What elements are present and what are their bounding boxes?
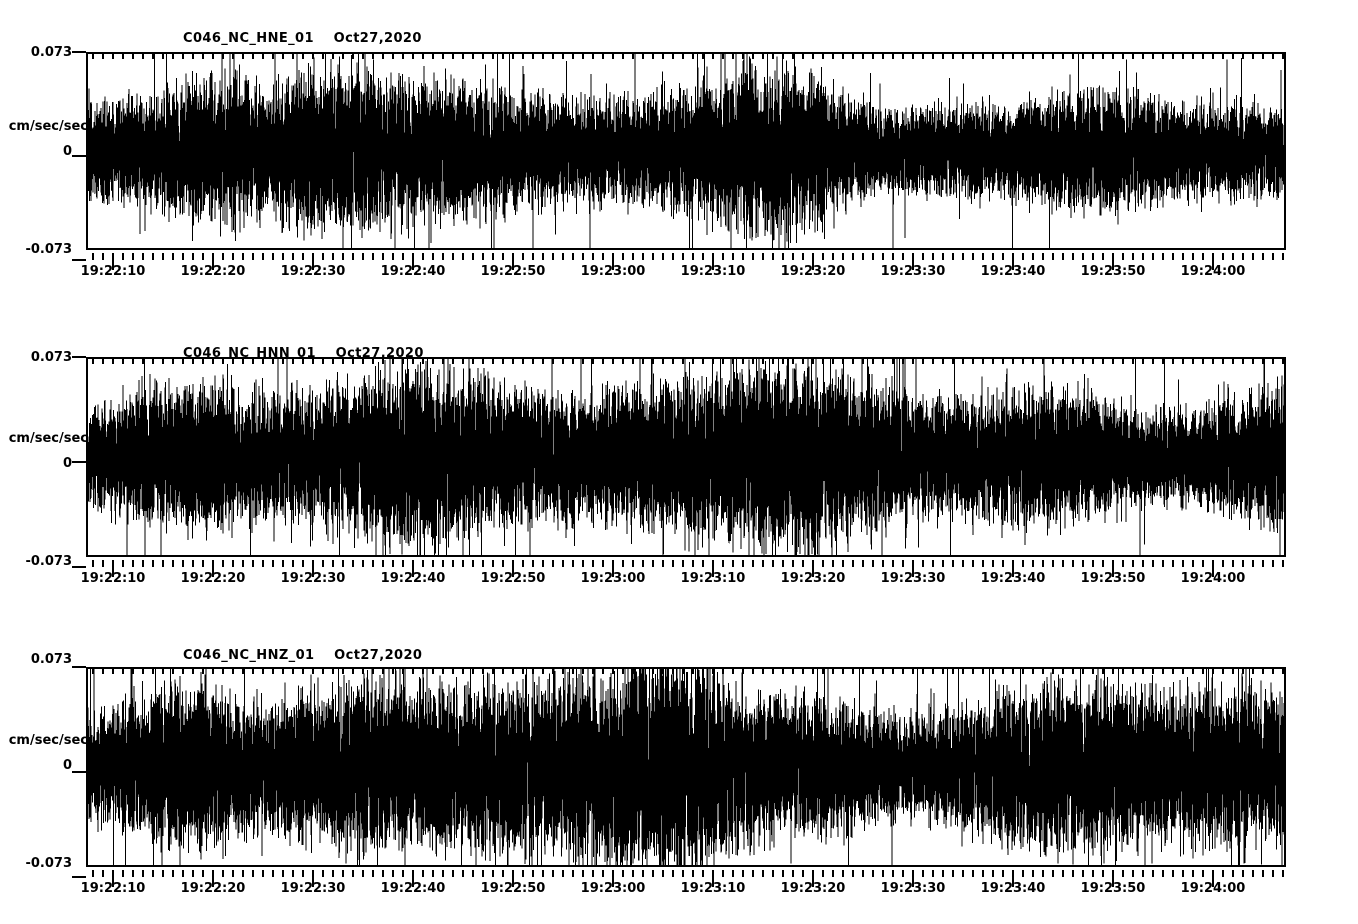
panel-title-hnz: C046_NC_HNZ_01 Oct27,2020 xyxy=(183,648,423,663)
x-axis-tick-label: 19:22:20 xyxy=(180,264,246,279)
x-axis-tick-label: 19:23:50 xyxy=(1080,264,1146,279)
x-axis-tick-label: 19:24:00 xyxy=(1180,264,1246,279)
waveform-trace-hnn xyxy=(86,357,1286,557)
x-axis-tick-label: 19:22:50 xyxy=(480,571,546,586)
x-axis-tick-label: 19:23:30 xyxy=(880,264,946,279)
y-axis-unit-label-hnn: cm/sec/sec xyxy=(8,431,88,446)
x-axis-tick-label: 19:22:40 xyxy=(380,264,446,279)
y-axis-max-label-hnz: 0.073 xyxy=(30,652,72,667)
x-axis-tick-label: 19:24:00 xyxy=(1180,571,1246,586)
x-axis-tick-label: 19:23:00 xyxy=(580,571,646,586)
waveform-trace-hne xyxy=(86,52,1286,250)
x-axis-tick-label: 19:23:00 xyxy=(580,264,646,279)
y-axis-max-label-hne: 0.073 xyxy=(30,45,72,60)
x-axis-tick-label: 19:23:50 xyxy=(1080,571,1146,586)
y-axis-zero-label-hne: 0 xyxy=(62,144,72,159)
x-axis-tick-label: 19:22:40 xyxy=(380,571,446,586)
x-axis-tick-label: 19:23:10 xyxy=(680,881,746,896)
x-axis-tick-label: 19:22:50 xyxy=(480,264,546,279)
x-axis-tick-label: 19:22:30 xyxy=(280,264,346,279)
x-axis-tick-label: 19:23:40 xyxy=(980,881,1046,896)
y-axis-max-label-hnn: 0.073 xyxy=(30,350,72,365)
x-axis-tick-label: 19:22:30 xyxy=(280,571,346,586)
y-axis-unit-label-hnz: cm/sec/sec xyxy=(8,733,88,748)
x-axis-tick-label: 19:23:10 xyxy=(680,264,746,279)
x-axis-tick-label: 19:22:20 xyxy=(180,881,246,896)
x-axis-tick-label: 19:22:40 xyxy=(380,881,446,896)
x-axis-tick-label: 19:22:10 xyxy=(80,881,146,896)
x-axis-tick-label: 19:22:10 xyxy=(80,264,146,279)
x-axis-tick-label: 19:23:20 xyxy=(780,571,846,586)
x-axis-tick-label: 19:23:00 xyxy=(580,881,646,896)
y-axis-zero-label-hnz: 0 xyxy=(62,758,72,773)
y-axis-min-label-hne: -0.073 xyxy=(25,242,72,257)
x-axis-tick-label: 19:22:50 xyxy=(480,881,546,896)
panel-hnz: C046_NC_HNZ_01 Oct27,2020 0.073 cm/sec/s… xyxy=(0,615,1358,924)
x-axis-tick-label: 19:23:30 xyxy=(880,571,946,586)
x-axis-tick-label: 19:23:20 xyxy=(780,881,846,896)
x-axis-tick-label: 19:23:40 xyxy=(980,571,1046,586)
x-axis-tick-label: 19:23:30 xyxy=(880,881,946,896)
x-axis-tick-label: 19:23:20 xyxy=(780,264,846,279)
x-axis-tick-label: 19:22:30 xyxy=(280,881,346,896)
x-axis-tick-label: 19:23:50 xyxy=(1080,881,1146,896)
panel-hnn: C046_NC_HNN_01 Oct27,2020 0.073 cm/sec/s… xyxy=(0,305,1358,605)
panel-title-hne: C046_NC_HNE_01 Oct27,2020 xyxy=(183,31,422,46)
axis-ticks-hnz xyxy=(72,666,1284,887)
x-axis-tick-label: 19:23:40 xyxy=(980,264,1046,279)
x-axis-tick-label: 19:23:10 xyxy=(680,571,746,586)
x-axis-tick-label: 19:22:10 xyxy=(80,571,146,586)
panel-hne: C046_NC_HNE_01 Oct27,2020 0.073 cm/sec/s… xyxy=(0,0,1358,300)
waveform-trace-hnz xyxy=(86,667,1286,867)
y-axis-min-label-hnz: -0.073 xyxy=(25,856,72,871)
y-axis-unit-label-hne: cm/sec/sec xyxy=(8,119,88,134)
y-axis-zero-label-hnn: 0 xyxy=(62,456,72,471)
y-axis-min-label-hnn: -0.073 xyxy=(25,554,72,569)
axis-ticks-hne xyxy=(72,51,1284,270)
x-axis-tick-label: 19:24:00 xyxy=(1180,881,1246,896)
x-axis-tick-label: 19:22:20 xyxy=(180,571,246,586)
axis-ticks-hnn xyxy=(72,356,1284,577)
